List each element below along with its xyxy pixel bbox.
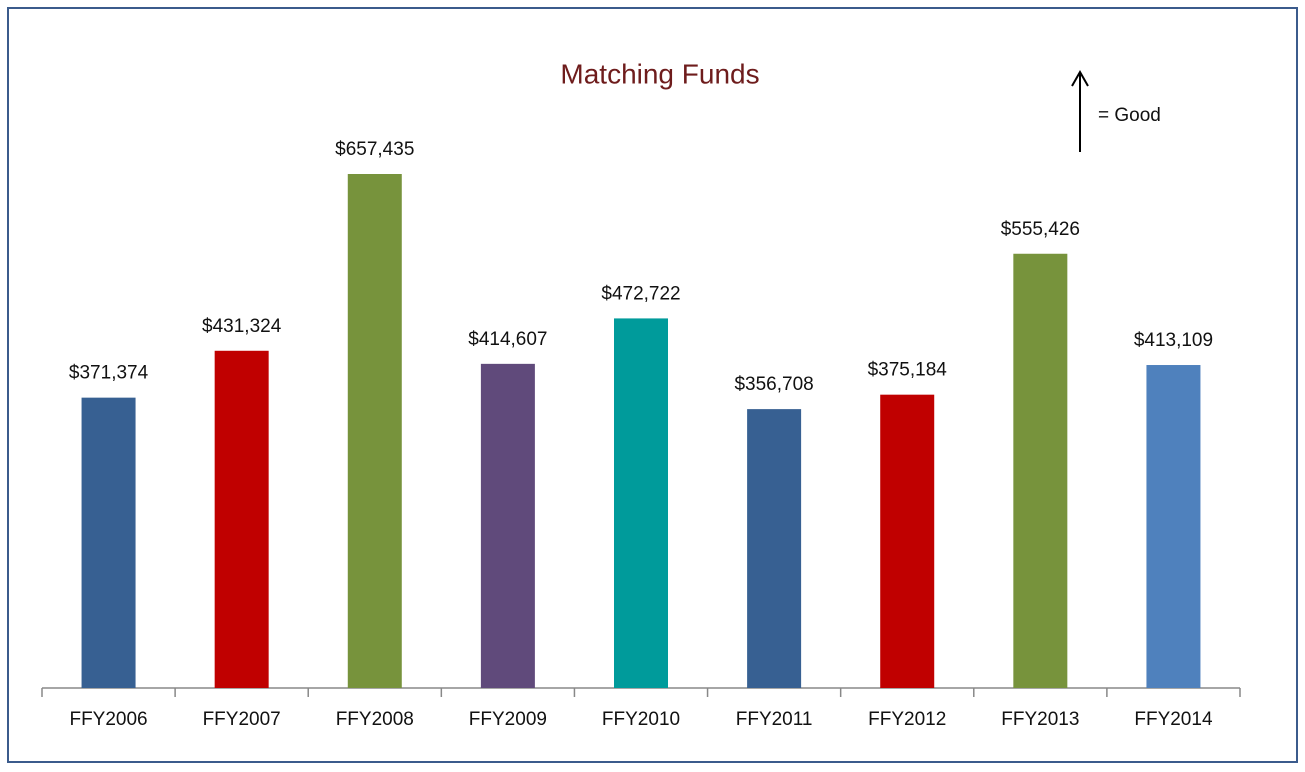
value-label: $371,374	[69, 363, 149, 384]
value-label: $413,109	[1134, 330, 1213, 351]
bar	[747, 409, 802, 688]
bar	[480, 363, 535, 688]
value-label: $472,722	[601, 283, 680, 304]
value-label: $431,324	[202, 316, 282, 337]
value-label: $555,426	[1001, 219, 1080, 240]
x-tick-label: FFY2010	[602, 709, 680, 730]
bar	[1146, 365, 1201, 688]
bar	[880, 394, 935, 688]
bar	[214, 350, 269, 688]
value-label: $414,607	[468, 329, 547, 350]
annotation: = Good	[1098, 105, 1161, 126]
bar	[81, 397, 136, 688]
good-arrow-head	[1071, 69, 1089, 87]
x-tick-label: FFY2008	[336, 709, 414, 730]
x-tick-label: FFY2014	[1134, 709, 1213, 730]
value-label: $657,435	[335, 139, 414, 160]
value-label: $375,184	[868, 360, 948, 381]
bar	[614, 318, 668, 688]
bar	[1013, 253, 1068, 688]
x-tick-label: FFY2007	[203, 709, 281, 730]
x-tick-label: FFY2013	[1001, 709, 1079, 730]
x-tick-label: FFY2006	[69, 709, 147, 730]
value-label: $356,708	[734, 374, 813, 395]
x-tick-label: FFY2012	[868, 709, 946, 730]
bar	[347, 174, 402, 688]
chart-title: Matching Funds	[560, 58, 759, 89]
x-tick-label: FFY2009	[469, 709, 547, 730]
x-tick-label: FFY2011	[736, 709, 813, 730]
